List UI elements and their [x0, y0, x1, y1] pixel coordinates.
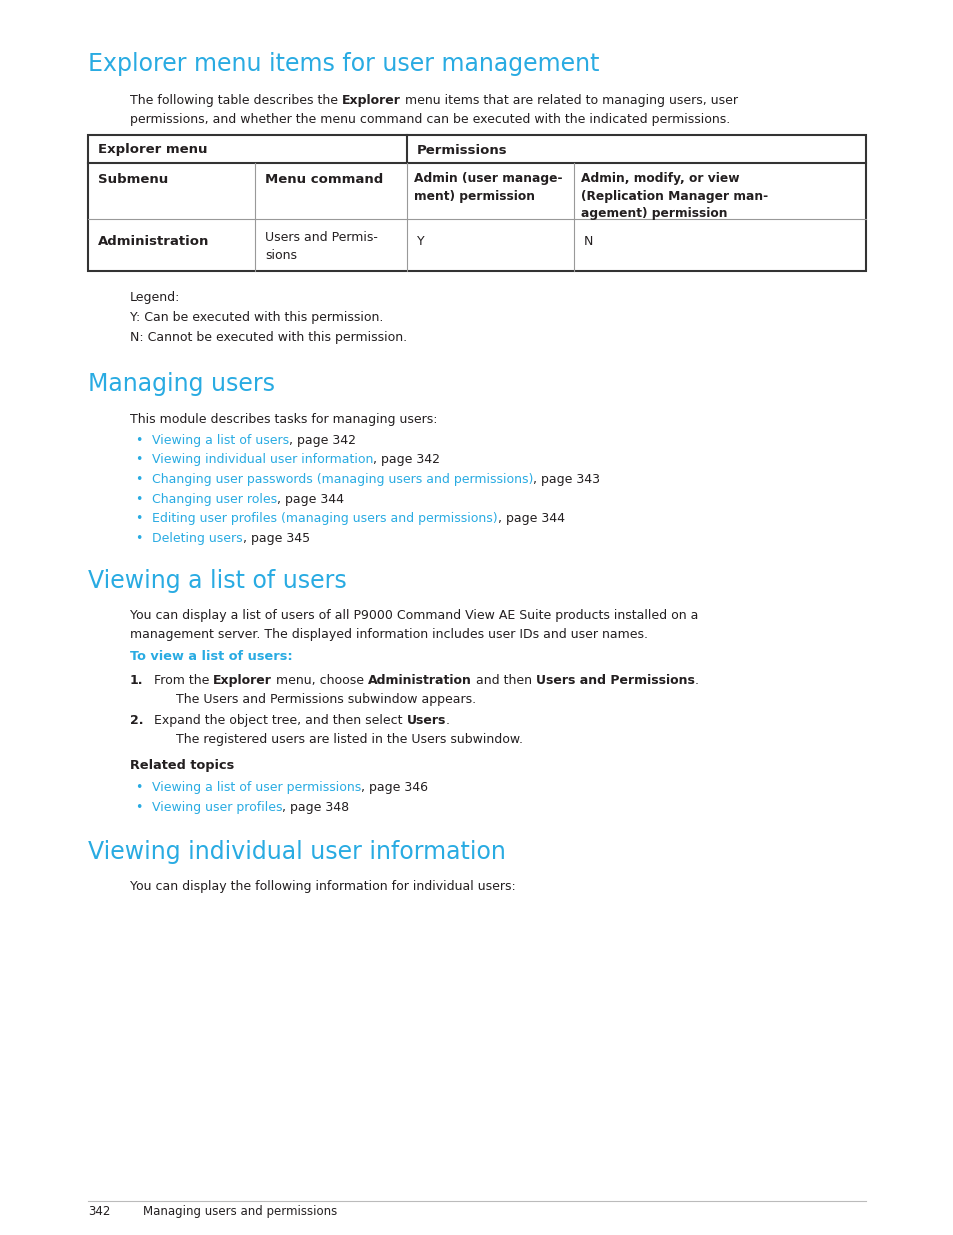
Text: This module describes tasks for managing users:: This module describes tasks for managing… [130, 412, 437, 426]
Text: Y: Y [416, 235, 424, 248]
Text: Viewing a list of user permissions: Viewing a list of user permissions [152, 781, 361, 794]
Text: , page 342: , page 342 [373, 453, 440, 467]
Text: Deleting users: Deleting users [152, 531, 242, 545]
Text: Users and Permissions: Users and Permissions [536, 673, 695, 687]
Text: Managing users: Managing users [88, 373, 274, 396]
Text: permissions, and whether the menu command can be executed with the indicated per: permissions, and whether the menu comman… [130, 112, 729, 126]
Text: , page 346: , page 346 [361, 781, 428, 794]
Text: Viewing a list of users: Viewing a list of users [152, 433, 289, 447]
Text: 342: 342 [88, 1205, 111, 1218]
Text: , page 344: , page 344 [497, 513, 564, 525]
Text: , page 344: , page 344 [276, 493, 344, 505]
Text: Legend:: Legend: [130, 291, 180, 304]
Text: To view a list of users:: To view a list of users: [130, 650, 293, 663]
Text: agement) permission: agement) permission [580, 207, 727, 220]
Text: Explorer: Explorer [213, 673, 272, 687]
Text: •: • [135, 493, 142, 505]
Text: , page 343: , page 343 [533, 473, 599, 487]
Text: Viewing user profiles: Viewing user profiles [152, 800, 282, 814]
Text: You can display the following information for individual users:: You can display the following informatio… [130, 881, 516, 893]
Text: Y: Can be executed with this permission.: Y: Can be executed with this permission. [130, 311, 383, 324]
Text: menu, choose: menu, choose [272, 673, 368, 687]
Text: .: . [445, 714, 450, 727]
Text: Editing user profiles (managing users and permissions): Editing user profiles (managing users an… [152, 513, 497, 525]
Text: Viewing individual user information: Viewing individual user information [152, 453, 373, 467]
Text: Viewing a list of users: Viewing a list of users [88, 569, 346, 593]
Text: ment) permission: ment) permission [414, 189, 535, 203]
Text: Explorer menu items for user management: Explorer menu items for user management [88, 52, 598, 77]
Text: Users and Permis-: Users and Permis- [265, 231, 377, 245]
Text: 2.: 2. [130, 714, 143, 727]
Text: .: . [695, 673, 699, 687]
Text: Changing user passwords (managing users and permissions): Changing user passwords (managing users … [152, 473, 533, 487]
Text: You can display a list of users of all P9000 Command View AE Suite products inst: You can display a list of users of all P… [130, 609, 698, 622]
Text: Menu command: Menu command [265, 173, 383, 186]
Text: management server. The displayed information includes user IDs and user names.: management server. The displayed informa… [130, 627, 647, 641]
Text: 1.: 1. [130, 673, 143, 687]
Text: Managing users and permissions: Managing users and permissions [143, 1205, 337, 1218]
Text: Permissions: Permissions [416, 143, 507, 157]
Text: Submenu: Submenu [98, 173, 168, 186]
Text: •: • [135, 513, 142, 525]
Text: N: Cannot be executed with this permission.: N: Cannot be executed with this permissi… [130, 331, 407, 343]
Text: •: • [135, 781, 142, 794]
Text: The following table describes the: The following table describes the [130, 94, 341, 107]
Text: Expand the object tree, and then select: Expand the object tree, and then select [153, 714, 406, 727]
Text: Administration: Administration [98, 235, 209, 248]
Text: Admin, modify, or view: Admin, modify, or view [580, 172, 740, 185]
Text: Explorer: Explorer [341, 94, 400, 107]
Text: •: • [135, 800, 142, 814]
Text: sions: sions [265, 249, 297, 262]
Text: N: N [583, 235, 593, 248]
Text: The registered users are listed in the Users subwindow.: The registered users are listed in the U… [175, 734, 522, 746]
Bar [88, 135, 865, 270]
Text: Admin (user manage-: Admin (user manage- [414, 172, 562, 185]
Text: (Replication Manager man-: (Replication Manager man- [580, 189, 767, 203]
Text: Users: Users [406, 714, 445, 727]
Text: From the: From the [153, 673, 213, 687]
Text: menu items that are related to managing users, user: menu items that are related to managing … [400, 94, 737, 107]
Text: •: • [135, 433, 142, 447]
Text: and then: and then [472, 673, 536, 687]
Text: Related topics: Related topics [130, 760, 234, 772]
Text: •: • [135, 473, 142, 487]
Text: , page 345: , page 345 [242, 531, 310, 545]
Text: , page 348: , page 348 [282, 800, 349, 814]
Text: •: • [135, 453, 142, 467]
Text: •: • [135, 531, 142, 545]
Text: Administration: Administration [368, 673, 472, 687]
Text: Changing user roles: Changing user roles [152, 493, 276, 505]
Text: Viewing individual user information: Viewing individual user information [88, 840, 505, 864]
Text: The Users and Permissions subwindow appears.: The Users and Permissions subwindow appe… [175, 693, 476, 705]
Text: , page 342: , page 342 [289, 433, 355, 447]
Text: Explorer menu: Explorer menu [98, 143, 208, 157]
